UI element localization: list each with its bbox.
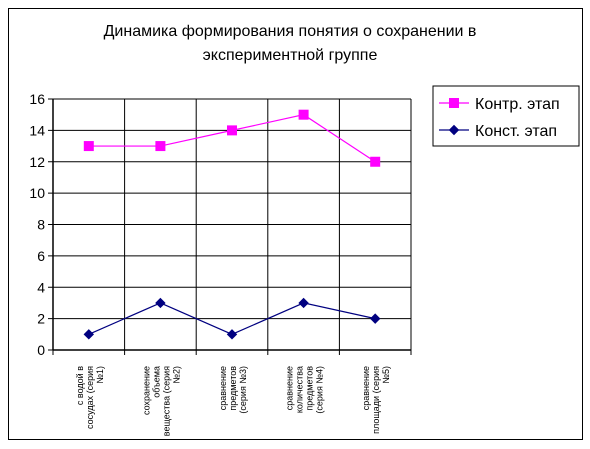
x-tick-label-line: предметов [305,366,315,411]
legend-marker [449,98,459,108]
data-point [155,141,166,152]
series-line [88,114,376,163]
y-tick-label: 0 [37,342,45,358]
data-point [298,297,309,309]
x-tick-label-line: площади (серия [371,366,381,434]
y-tick-label: 14 [29,122,45,138]
y-tick-label: 4 [37,279,45,295]
y-tick-label: 10 [29,185,45,201]
x-tick-label: сравнение количества предметов (серия №4) [285,366,325,414]
legend-box [432,85,580,147]
legend-label: Конст. этап [475,123,557,140]
legend-label: Контр. этап [475,96,560,113]
x-tick-label: сравнение предметов (серия №3) [218,366,248,414]
chart-title: Динамика формирования понятия о сохранен… [60,20,520,68]
data-point [155,297,166,309]
data-point [83,329,95,340]
x-tick-label-line: сохранение [141,366,151,415]
x-tick-label-line: (серия №3) [238,366,248,414]
x-tick-label-line: (серия №4) [315,366,325,414]
x-tick-label: сравнение площади (серия №5) [361,366,391,434]
x-tick-label-line: сравнение [285,366,295,410]
data-point [226,329,238,340]
x-tick-label: сохранение объема вещества (серия №2) [141,366,181,436]
x-tick-label-line: предметов [228,366,238,411]
data-point [83,141,94,152]
data-point [369,313,381,324]
y-tick-label: 8 [37,217,45,233]
y-tick-label: 12 [29,154,45,170]
x-tick-label-line: сосудах (серия [85,366,95,429]
legend-marker [448,124,460,136]
x-tick-label-line: вещества (серия [161,366,171,436]
x-tick-label-line: №2) [171,366,181,384]
x-tick-label: с водой в сосудах (серия №1) [75,366,105,429]
x-tick-label-line: с водой в [75,366,85,405]
y-tick-label: 2 [37,311,45,327]
x-tick-label-line: №5) [381,366,391,384]
data-point [298,109,309,120]
chart-title-line-2: экспериментной группе [202,47,378,64]
x-tick-label-line: сравнение [218,366,228,410]
y-tick-label: 6 [37,248,45,264]
x-tick-label-line: №1) [95,366,105,384]
x-tick-label-line: количества [295,366,305,413]
data-point [227,125,237,136]
y-tick-label: 16 [29,91,45,107]
chart-title-line-1: Динамика формирования понятия о сохранен… [103,23,477,40]
data-point [370,156,381,167]
x-tick-label-line: сравнение [361,366,371,410]
x-tick-label-line: объема [151,366,161,398]
